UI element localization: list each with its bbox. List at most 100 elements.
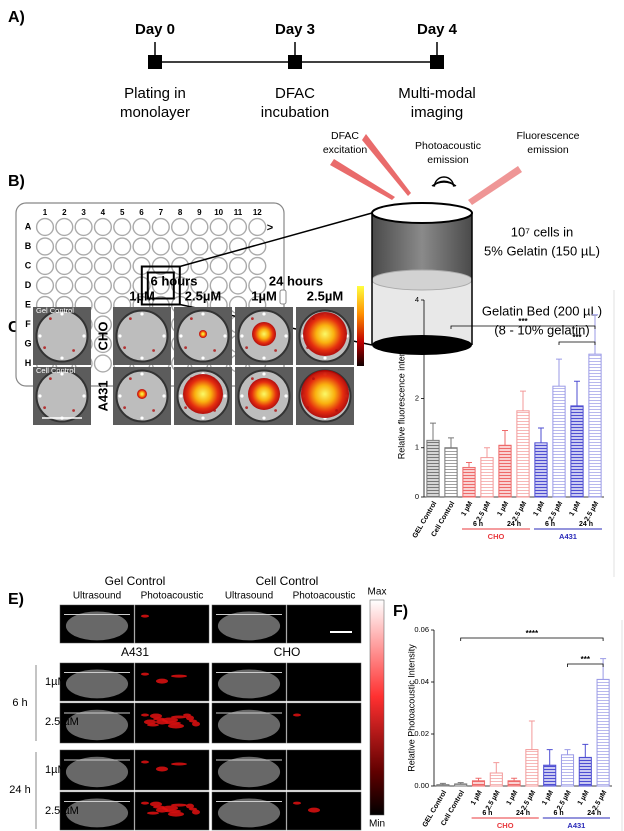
concentration-label: 1µM bbox=[45, 676, 67, 688]
day-label: Day 0 bbox=[135, 21, 175, 38]
significance-label: **** bbox=[526, 629, 539, 638]
x-tick-label: 1 µM bbox=[506, 789, 520, 806]
well bbox=[74, 276, 93, 295]
column-label: 4 bbox=[101, 208, 106, 217]
significance-label: *** bbox=[572, 333, 582, 342]
well bbox=[35, 217, 55, 237]
bar bbox=[588, 353, 602, 498]
speck bbox=[123, 346, 126, 349]
photoacoustic-signal bbox=[162, 805, 178, 811]
speck bbox=[43, 406, 46, 409]
column-label: 3 bbox=[81, 208, 86, 217]
photoacoustic-signal bbox=[168, 723, 184, 729]
pin bbox=[140, 416, 144, 420]
signal bbox=[301, 370, 349, 418]
speck bbox=[129, 377, 132, 380]
step-label: imaging bbox=[411, 104, 464, 121]
well bbox=[55, 217, 74, 237]
excitation-beam bbox=[362, 134, 411, 196]
concentration-label: 1µM bbox=[45, 764, 67, 776]
well bbox=[171, 217, 190, 237]
x-tick-label: 1 µM bbox=[460, 500, 474, 517]
y-axis-label: Relative fluorescence intensity bbox=[396, 337, 406, 459]
x-tick-label: 2.5 µM bbox=[485, 789, 502, 811]
error-bar bbox=[439, 782, 446, 785]
photoacoustic-signal bbox=[183, 713, 191, 717]
colorbar-label: Min bbox=[369, 819, 385, 830]
speck bbox=[123, 406, 126, 409]
speck bbox=[274, 349, 277, 352]
speck bbox=[312, 377, 315, 380]
pin bbox=[240, 334, 244, 338]
pin bbox=[284, 394, 288, 398]
cylinder-interface bbox=[371, 269, 473, 291]
day-label: Day 3 bbox=[275, 21, 315, 38]
error-bar bbox=[475, 777, 482, 781]
beam-label: emission bbox=[427, 154, 469, 166]
time-label: 24 h bbox=[507, 521, 521, 528]
bar bbox=[578, 756, 592, 787]
well bbox=[93, 237, 112, 256]
pin bbox=[60, 372, 64, 376]
pin bbox=[179, 334, 183, 338]
well bbox=[190, 217, 209, 237]
speck bbox=[184, 346, 188, 349]
time-header: 24 hours bbox=[269, 273, 323, 288]
y-tick-label: 1 bbox=[415, 443, 419, 452]
ultrasound-echo bbox=[65, 798, 129, 828]
pin bbox=[240, 394, 244, 398]
ultrasound-echo bbox=[217, 798, 281, 828]
scan bbox=[286, 604, 362, 644]
well bbox=[209, 276, 228, 295]
well-image bbox=[35, 369, 89, 423]
error-bar bbox=[484, 447, 490, 458]
well bbox=[113, 237, 132, 256]
time-label: 24 h bbox=[579, 521, 593, 528]
step-label: Plating in bbox=[124, 85, 186, 102]
bar bbox=[454, 783, 468, 787]
scan bbox=[134, 662, 210, 702]
y-tick-label: 2 bbox=[415, 393, 419, 402]
panel-label: F) bbox=[393, 603, 408, 620]
pin bbox=[140, 312, 144, 316]
bar bbox=[507, 780, 521, 787]
x-tick-label: 1 µM bbox=[470, 789, 484, 806]
speck bbox=[306, 346, 309, 349]
row-label: C bbox=[25, 260, 32, 270]
bar bbox=[560, 754, 575, 787]
well bbox=[151, 276, 170, 295]
y-tick-label: 0.06 bbox=[414, 625, 429, 634]
speck bbox=[245, 346, 249, 349]
well bbox=[228, 217, 248, 237]
error-bar bbox=[574, 380, 580, 406]
signal bbox=[183, 374, 223, 414]
speck bbox=[213, 349, 217, 352]
x-tick-label: 1 µM bbox=[496, 500, 510, 517]
well bbox=[151, 217, 170, 237]
well bbox=[228, 237, 248, 256]
photoacoustic-signal bbox=[141, 713, 149, 717]
bar bbox=[480, 457, 494, 498]
well bbox=[132, 237, 151, 256]
image-label: Cell Control bbox=[36, 366, 76, 375]
time-label: 6 h bbox=[554, 810, 564, 817]
error-bar bbox=[582, 743, 589, 758]
bar bbox=[534, 442, 548, 498]
time-label: 24 h bbox=[9, 784, 30, 796]
scan bbox=[286, 791, 362, 831]
timeline-marker bbox=[430, 55, 444, 69]
time-header: 6 hours bbox=[151, 273, 198, 288]
photoacoustic-signal bbox=[293, 801, 301, 805]
image-group-header: Cell Control bbox=[256, 574, 319, 588]
group-label: A431 bbox=[567, 821, 585, 830]
well bbox=[35, 276, 55, 295]
photoacoustic-signal bbox=[168, 811, 184, 817]
photoacoustic-signal bbox=[192, 809, 200, 815]
y-tick-label: 0.04 bbox=[414, 677, 429, 686]
signal bbox=[303, 312, 347, 356]
well bbox=[151, 237, 170, 256]
time-label: 6 h bbox=[545, 521, 555, 528]
cell-line-label: A431 bbox=[121, 645, 149, 659]
